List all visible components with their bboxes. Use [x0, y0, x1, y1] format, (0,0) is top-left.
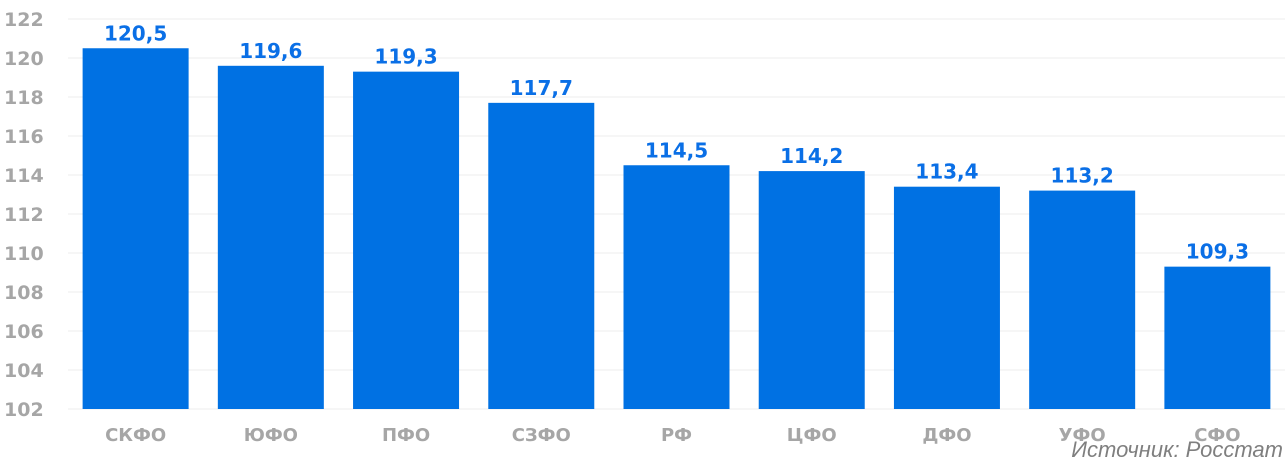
bar-value-label: 119,3 [374, 45, 437, 69]
x-category-label: СФО [1194, 425, 1240, 446]
data-labels: 120,5 119,6 119,3 117,7 114,5 114,2 113,4 113,2… [104, 21, 1249, 263]
bar [353, 71, 460, 410]
x-category-label: ДФО [922, 425, 971, 446]
bar [1029, 190, 1136, 409]
x-category-label: РФ [661, 425, 692, 446]
y-tick-label: 120 [4, 48, 44, 70]
bar [623, 165, 730, 409]
bar [1164, 266, 1271, 409]
source-note: Источник: Росстат [1071, 437, 1283, 462]
bar-value-label: 113,2 [1051, 164, 1114, 188]
bar [217, 65, 324, 410]
bar-value-label: 117,7 [510, 76, 573, 100]
y-tick-label: 118 [4, 87, 44, 109]
x-category-label: ПФО [382, 425, 430, 446]
bar-value-label: 114,5 [645, 138, 708, 162]
x-category-label: ЦФО [787, 425, 837, 446]
bar-value-label: 114,2 [780, 144, 843, 168]
bar-value-label: 109,3 [1186, 240, 1249, 264]
x-category-label: СЗФО [512, 425, 571, 446]
y-tick-label: 108 [4, 282, 44, 304]
y-tick-label: 110 [4, 243, 44, 265]
y-tick-label: 122 [4, 9, 44, 31]
y-tick-label: 104 [4, 360, 44, 382]
y-tick-label: 114 [4, 165, 44, 187]
bar [82, 48, 189, 409]
bar-value-label: 119,6 [239, 39, 302, 63]
y-tick-label: 106 [4, 321, 44, 343]
y-tick-label: 102 [4, 399, 44, 421]
x-axis-categories: СКФО ЮФО ПФО СЗФО РФ ЦФО ДФО УФО СФО [105, 425, 1241, 446]
bar [488, 102, 595, 409]
x-category-label: УФО [1059, 425, 1106, 446]
bar-value-label: 120,5 [104, 21, 167, 45]
y-axis-ticks: 102 104 106 108 110 112 114 116 118 120 122 [4, 9, 44, 421]
x-category-label: ЮФО [244, 425, 298, 446]
y-tick-label: 112 [4, 204, 44, 226]
bar [758, 171, 865, 409]
y-tick-label: 116 [4, 126, 44, 148]
x-category-label: СКФО [105, 425, 166, 446]
bar-value-label: 113,4 [915, 160, 978, 184]
bar [893, 186, 1000, 409]
bars [82, 48, 1271, 410]
